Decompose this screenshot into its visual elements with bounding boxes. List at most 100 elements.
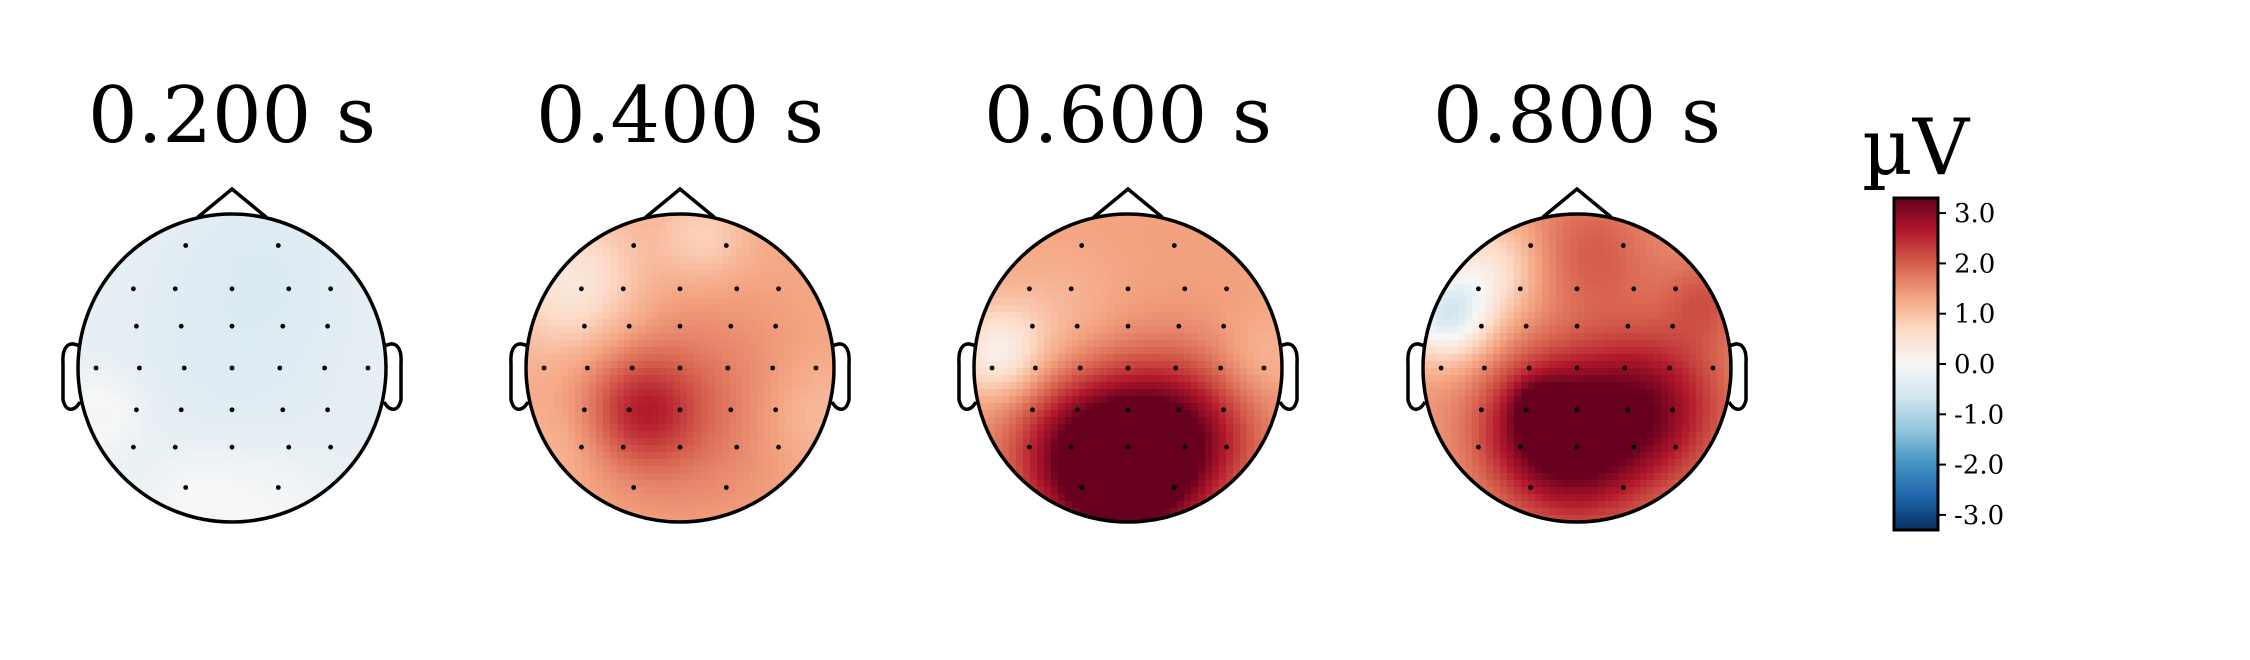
potential-cell xyxy=(995,438,1003,446)
potential-cell xyxy=(267,340,275,348)
potential-cell xyxy=(1051,249,1059,257)
potential-cell xyxy=(1065,396,1073,404)
potential-cell xyxy=(344,410,352,418)
potential-cell xyxy=(1065,249,1073,257)
potential-cell xyxy=(1142,256,1150,264)
potential-cell xyxy=(1219,466,1227,474)
potential-cell xyxy=(659,501,667,509)
potential-cell xyxy=(603,424,611,432)
potential-cell xyxy=(1121,375,1129,383)
potential-cell xyxy=(190,249,198,257)
potential-cell xyxy=(694,424,702,432)
potential-cell xyxy=(1142,221,1150,229)
potential-cell xyxy=(1121,424,1129,432)
potential-cell xyxy=(652,263,660,271)
potential-cell xyxy=(589,361,597,369)
potential-cell xyxy=(1023,263,1031,271)
potential-cell xyxy=(1226,438,1234,446)
potential-cell xyxy=(568,354,576,362)
potential-cell xyxy=(589,473,597,481)
potential-cell xyxy=(295,312,303,320)
potential-cell xyxy=(1037,417,1045,425)
potential-cell xyxy=(638,417,646,425)
potential-cell xyxy=(757,312,765,320)
potential-cell xyxy=(246,459,254,467)
electrode-marker xyxy=(1218,365,1224,371)
potential-cell xyxy=(316,445,324,453)
potential-cell xyxy=(1142,361,1150,369)
potential-cell xyxy=(302,347,310,355)
potential-cell xyxy=(806,375,814,383)
potential-cell xyxy=(316,368,324,376)
potential-cell xyxy=(295,277,303,285)
potential-cell xyxy=(645,354,653,362)
potential-cell xyxy=(1170,473,1178,481)
potential-cell xyxy=(295,382,303,390)
potential-cell xyxy=(1128,501,1136,509)
potential-cell xyxy=(239,277,247,285)
potential-cell xyxy=(1121,277,1129,285)
potential-cell xyxy=(337,382,345,390)
potential-cell xyxy=(1072,480,1080,488)
potential-cell xyxy=(1072,368,1080,376)
potential-cell xyxy=(757,403,765,411)
potential-cell xyxy=(582,326,590,334)
potential-cell xyxy=(743,389,751,397)
potential-cell xyxy=(358,410,366,418)
potential-cell xyxy=(729,375,737,383)
potential-cell xyxy=(687,515,695,522)
potential-cell xyxy=(1058,270,1066,278)
potential-cell xyxy=(1093,417,1101,425)
potential-cell xyxy=(1072,284,1080,292)
potential-cell xyxy=(204,333,212,341)
potential-cell xyxy=(1023,410,1031,418)
potential-cell xyxy=(1142,452,1150,460)
potential-cell xyxy=(239,403,247,411)
potential-cell xyxy=(246,494,254,502)
potential-cell xyxy=(267,494,275,502)
potential-cell xyxy=(176,473,184,481)
potential-cell xyxy=(204,452,212,460)
potential-cell xyxy=(113,368,121,376)
potential-cell xyxy=(106,424,114,432)
potential-cell xyxy=(253,333,261,341)
potential-cell xyxy=(1002,347,1010,355)
potential-cell xyxy=(1093,221,1101,229)
potential-cell xyxy=(1072,501,1080,509)
potential-cell xyxy=(134,291,142,299)
potential-cell xyxy=(1135,277,1143,285)
potential-cell xyxy=(638,396,646,404)
potential-cell xyxy=(1009,389,1017,397)
potential-cell xyxy=(1205,389,1213,397)
electrode-marker xyxy=(1074,323,1080,329)
potential-cell xyxy=(1149,424,1157,432)
potential-cell xyxy=(148,417,156,425)
potential-cell xyxy=(666,396,674,404)
potential-cell xyxy=(757,347,765,355)
potential-cell xyxy=(575,417,583,425)
potential-cell xyxy=(155,396,163,404)
potential-cell xyxy=(267,368,275,376)
potential-cell xyxy=(190,354,198,362)
potential-cell xyxy=(141,333,149,341)
head-circle xyxy=(524,212,836,524)
potential-cell xyxy=(99,291,107,299)
potential-cell xyxy=(1170,368,1178,376)
potential-cell xyxy=(1009,368,1017,376)
potential-cell xyxy=(1142,312,1150,320)
electrode-marker xyxy=(93,365,99,371)
potential-cell xyxy=(757,424,765,432)
potential-cell xyxy=(1065,452,1073,460)
potential-cell xyxy=(1226,452,1234,460)
potential-cell xyxy=(1030,389,1038,397)
potential-cell xyxy=(148,382,156,390)
potential-cell xyxy=(687,368,695,376)
potential-cell xyxy=(169,501,177,509)
potential-cell xyxy=(1170,459,1178,467)
potential-cell xyxy=(316,466,324,474)
potential-cell xyxy=(1065,333,1073,341)
potential-cell xyxy=(603,235,611,243)
potential-cell xyxy=(785,263,793,271)
potential-cell xyxy=(316,347,324,355)
potential-cell xyxy=(295,235,303,243)
